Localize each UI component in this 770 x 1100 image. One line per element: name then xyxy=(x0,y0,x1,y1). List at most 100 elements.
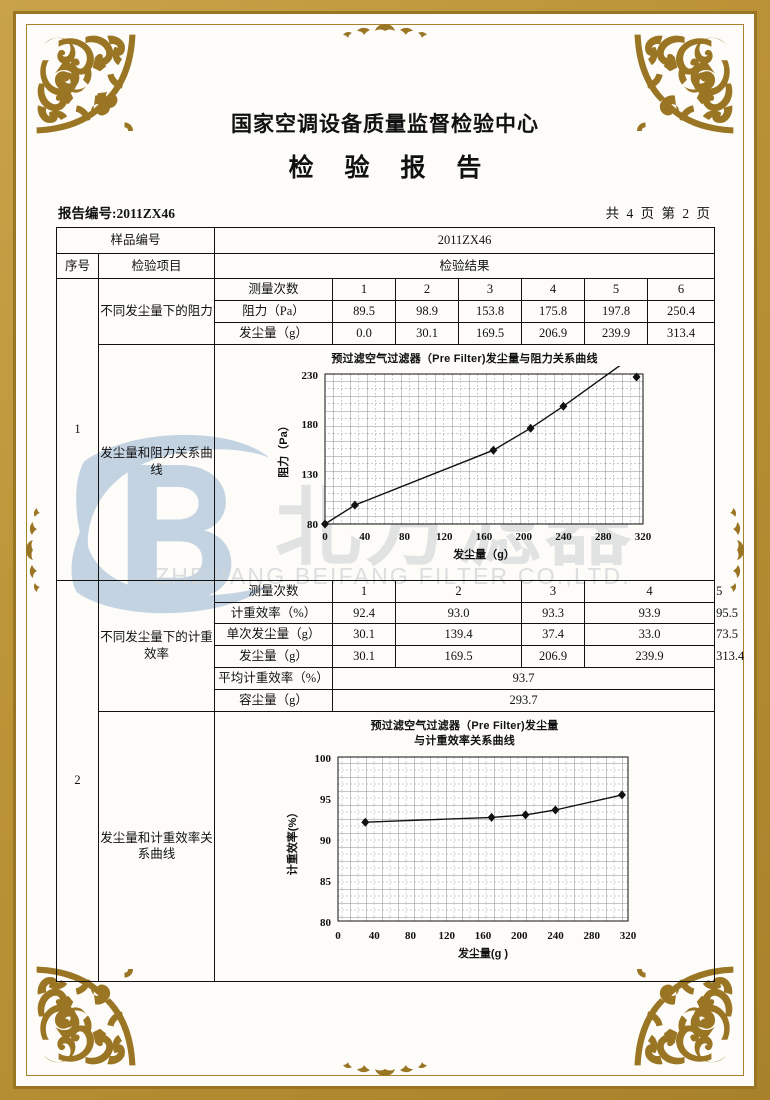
table-row: 1 不同发尘量下的阻力 测量次数 1 2 3 4 5 6 xyxy=(56,278,716,581)
table-row: 平均计重效率（%） 93.7 xyxy=(57,667,716,690)
organization-title: 国家空调设备质量监督检验中心 xyxy=(231,113,539,136)
single-dust-value: 30.1 xyxy=(332,623,397,647)
measure-num: 2 xyxy=(395,579,523,603)
table-row: 容尘量（g） 293.7 xyxy=(57,689,716,712)
x-tick-label: 40 xyxy=(359,531,371,543)
dust-label: 发尘量（g） xyxy=(214,321,334,345)
item-label-text: 发尘量和阻力关系曲线 xyxy=(100,446,213,478)
chart-title-2: 预过滤空气过滤器（Pre Filter)发尘量 与计重效率关系曲线 xyxy=(216,714,713,749)
measure-num: 4 xyxy=(521,278,586,301)
measure-count-label: 测量次数 xyxy=(214,278,334,301)
dust-value: 239.9 xyxy=(584,321,649,345)
x-tick-label: 160 xyxy=(474,930,491,942)
y-tick-label: 80 xyxy=(307,519,319,531)
avg-efficiency-value: 93.7 xyxy=(332,667,716,690)
x-tick-label: 120 xyxy=(436,531,453,543)
resistance-value: 175.8 xyxy=(521,299,586,323)
chart-title: 预过滤空气过滤器（Pre Filter)发尘量与阻力关系曲线 xyxy=(331,352,598,365)
y-tick-label: 95 xyxy=(320,794,332,806)
dust-value: 30.1 xyxy=(395,321,460,345)
document-body: 国家空调设备质量监督检验中心 检 验 报 告 报告编号:2011ZX46 共 4… xyxy=(55,64,744,982)
y-axis-label: 阻力（Pa） xyxy=(276,421,290,478)
measure-num: 3 xyxy=(521,579,586,603)
resistance-label: 阻力（Pa） xyxy=(214,299,334,323)
x-tick-label: 240 xyxy=(555,531,572,543)
y-tick-label: 230 xyxy=(301,370,318,382)
measure-num: 3 xyxy=(458,278,523,301)
resistance-value: 250.4 xyxy=(647,299,716,323)
table-row-chart1: 发尘量和阻力关系曲线 预过滤空气过滤器（Pre Filter)发尘量与阻力关系曲… xyxy=(57,343,716,581)
dust-value: 169.5 xyxy=(458,321,523,345)
x-tick-label: 80 xyxy=(399,531,411,543)
sample-no-label: 样品编号 xyxy=(55,227,216,254)
report-table: 样品编号 2011ZX46 序号 检验项目 检验结果 1 不同发尘量下的阻力 测… xyxy=(55,227,744,982)
x-tick-label: 80 xyxy=(405,930,417,942)
efficiency-value: 93.0 xyxy=(395,601,523,625)
sample-no-value: 2011ZX46 xyxy=(214,227,716,254)
x-tick-label: 160 xyxy=(475,531,492,543)
row-seq-2: 2 xyxy=(56,579,99,982)
dust-capacity-label: 容尘量（g） xyxy=(214,689,334,712)
x-tick-label: 0 xyxy=(335,930,341,942)
table-row: 发尘量（g） 0.0 30.1 169.5 206.9 239.9 313.4 xyxy=(57,321,716,345)
y-tick-label: 130 xyxy=(301,469,318,481)
data-points xyxy=(320,372,641,529)
dust-value: 313.4 xyxy=(647,321,716,345)
x-tick-label: 0 xyxy=(322,531,328,543)
col-header-item: 检验项目 xyxy=(97,253,216,279)
item-label-efficiency: 不同发尘量下的计重效率 xyxy=(97,579,216,712)
avg-efficiency-label: 平均计重效率（%） xyxy=(214,667,334,690)
chart-title-line1: 预过滤空气过滤器（Pre Filter)发尘量 xyxy=(370,719,559,732)
data-points xyxy=(360,789,626,827)
single-dust-value: 33.0 xyxy=(584,623,716,647)
chart-cell-resistance: 预过滤空气过滤器（Pre Filter)发尘量与阻力关系曲线 xyxy=(214,343,716,581)
item-label-text: 不同发尘量下的计重效率 xyxy=(100,629,213,661)
chart-resistance: 预过滤空气过滤器（Pre Filter)发尘量与阻力关系曲线 xyxy=(216,347,713,578)
efficiency-value: 93.3 xyxy=(521,601,586,625)
data-series-line xyxy=(324,366,620,526)
x-tick-label: 320 xyxy=(634,531,651,543)
dust-value: 30.1 xyxy=(332,645,397,669)
item-label-curve-efficiency: 发尘量和计重效率关系曲线 xyxy=(97,710,216,982)
x-tick-label: 320 xyxy=(619,930,636,942)
dust-value: 206.9 xyxy=(521,321,586,345)
chart-svg-efficiency: 100 95 90 85 80 0 40 80 xyxy=(285,753,637,960)
measure-num: 5 xyxy=(584,278,649,301)
table-row: 单次发尘量（g） 30.1 139.4 37.4 33.0 73.5 xyxy=(57,623,738,647)
table-row-chart2: 发尘量和计重效率关系曲线 预过滤空气过滤器（Pre Filter)发尘量 与计重… xyxy=(57,710,716,982)
y-tick-label: 100 xyxy=(314,753,331,765)
measure-num: 6 xyxy=(647,278,716,301)
resistance-value: 153.8 xyxy=(458,299,523,323)
x-axis-label: 发尘量（g） xyxy=(452,547,515,561)
item-label-text: 发尘量和计重效率关系曲线 xyxy=(100,830,213,862)
chart-efficiency: 预过滤空气过滤器（Pre Filter)发尘量 与计重效率关系曲线 xyxy=(216,714,713,979)
dust-value: 169.5 xyxy=(395,645,523,669)
page-title: 检 验 报 告 xyxy=(288,154,494,182)
table-row: 阻力（Pa） 89.5 98.9 153.8 175.8 197.8 250.4 xyxy=(57,299,716,323)
measure-count-label: 测量次数 xyxy=(214,579,334,603)
y-tick-label: 90 xyxy=(320,835,332,847)
chart-svg-resistance: 80 130 180 230 0 40 80 xyxy=(276,366,651,561)
x-tick-label: 240 xyxy=(547,930,564,942)
row-seq-1: 1 xyxy=(56,278,99,581)
x-tick-label: 280 xyxy=(583,930,600,942)
item-label-curve-resistance: 发尘量和阻力关系曲线 xyxy=(97,343,216,581)
x-tick-label: 280 xyxy=(595,531,612,543)
efficiency-value: 92.4 xyxy=(332,601,397,625)
item-label-text: 不同发尘量下的阻力 xyxy=(100,303,213,318)
table-row: 2 不同发尘量下的计重效率 测量次数 1 2 3 4 5 xyxy=(56,579,722,982)
dust-label: 发尘量（g） xyxy=(214,645,334,669)
report-number: 报告编号:2011ZX46 xyxy=(58,206,176,221)
resistance-value: 197.8 xyxy=(584,299,649,323)
x-tick-label: 40 xyxy=(368,930,380,942)
report-meta-row: 报告编号:2011ZX46 共 4 页 第 2 页 xyxy=(56,202,714,224)
x-tick-label: 200 xyxy=(515,531,532,543)
dust-value: 239.9 xyxy=(584,645,716,669)
single-dust-value: 139.4 xyxy=(395,623,523,647)
chart-cell-efficiency: 预过滤空气过滤器（Pre Filter)发尘量 与计重效率关系曲线 xyxy=(214,710,716,982)
measure-num: 4 xyxy=(584,579,716,603)
measure-num: 2 xyxy=(395,278,460,301)
table-row-sample: 样品编号 2011ZX46 xyxy=(55,227,716,254)
col-header-result: 检验结果 xyxy=(214,253,716,279)
chart-title-line2: 与计重效率关系曲线 xyxy=(414,734,515,747)
